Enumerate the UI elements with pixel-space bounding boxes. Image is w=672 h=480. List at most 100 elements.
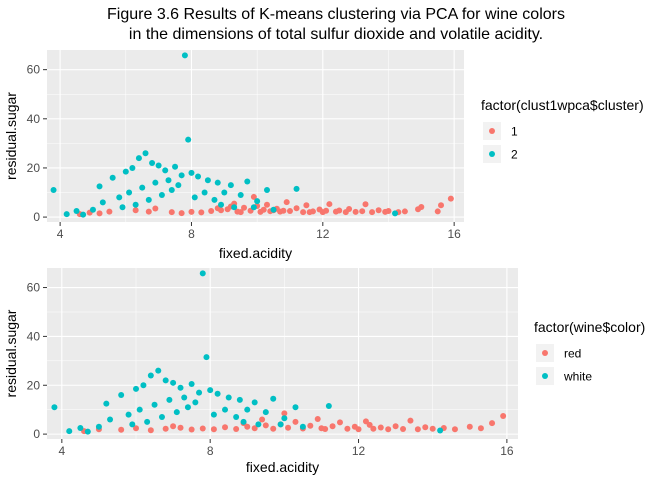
chart-title-line-1: Figure 3.6 Results of K-means clustering… [107,6,565,23]
data-point [437,427,444,434]
data-point [307,422,314,429]
data-point [299,423,306,430]
data-point [355,426,362,433]
data-point [366,421,373,428]
data-point [162,425,169,432]
data-point [240,418,247,425]
data-point [254,198,261,205]
data-point [270,425,277,432]
legend: factor(clust1wpca$cluster) 1 2 [481,97,644,163]
data-point [181,394,188,401]
data-point [400,425,407,432]
data-point [63,211,70,218]
data-point [175,182,182,189]
y-tick-label: 0 [33,427,40,441]
data-point [466,423,473,430]
data-point [122,168,129,175]
data-point [326,201,333,208]
data-point [233,414,240,421]
data-point [429,425,436,432]
data-point [201,189,208,196]
chart-title-line-2: in the dimensions of total sulfur dioxid… [128,26,544,43]
data-point [198,209,205,216]
data-point [477,425,484,432]
data-point [96,210,103,217]
data-point [184,404,191,411]
data-point [166,396,173,403]
data-point [414,426,421,433]
data-point [451,426,458,433]
legend-title: factor(clust1wpca$cluster) [481,97,644,113]
y-axis-title: residual.sugar [3,92,19,180]
data-point [188,426,195,433]
data-point [170,423,177,430]
data-point [178,172,185,179]
data-point [233,425,240,432]
scatter-plot-top: 4 8 12 160204060fixed.acidityresidual.sugar… [3,50,644,261]
data-point [370,425,377,432]
data-point [344,425,351,432]
data-point [145,208,152,215]
data-point [119,204,126,211]
data-point [241,204,248,211]
data-point [133,385,140,392]
data-point [149,160,156,167]
legend-key-white [542,373,548,379]
data-point [323,207,330,214]
data-point [109,174,116,181]
y-tick-label: 0 [33,210,40,224]
x-tick-label: 4 [58,444,65,458]
y-tick-label: 60 [27,281,41,295]
data-point [283,199,290,206]
series-1 [76,193,454,218]
legend: factor(wine$color) red white [534,319,645,385]
data-point [385,426,392,433]
data-point [407,417,414,424]
data-point [255,421,262,428]
x-tick-label: 12 [316,227,330,241]
data-point [118,392,125,399]
data-point [204,177,211,184]
data-point [158,191,165,198]
data-point [434,208,441,215]
data-point [203,354,210,361]
data-point [89,206,96,213]
data-point [314,415,321,422]
x-tick-label: 16 [500,444,514,458]
data-point [262,422,269,429]
data-point [195,173,202,180]
data-point [191,194,198,201]
legend-label-red: red [564,347,581,361]
scatter-plot-bottom: 4 8 12 16 0 20 40 60 fixed.acidity residual.sugar… [3,268,645,475]
data-point [292,404,299,411]
data-point [270,395,277,402]
data-point [144,418,151,425]
data-point [132,201,139,208]
x-tick-label: 16 [447,227,461,241]
data-point [225,394,232,401]
data-point [188,169,195,176]
data-point [489,420,496,427]
data-point [218,201,225,208]
data-point [336,419,343,426]
data-point [251,425,258,432]
y-tick-label: 40 [27,112,41,126]
data-point [129,421,136,428]
data-point [392,423,399,430]
data-point [162,167,169,174]
data-point [244,406,251,413]
data-point [237,209,244,216]
y-tick-label: 20 [27,161,41,175]
data-point [262,409,269,416]
plot-panel [47,50,464,222]
data-point [401,208,408,215]
data-point [135,155,142,162]
x-tick-label: 8 [188,227,195,241]
data-point [214,179,221,186]
data-point [237,191,244,198]
y-tick-label: 20 [27,378,41,392]
data-point [221,189,228,196]
data-point [369,209,376,216]
data-point [210,411,217,418]
